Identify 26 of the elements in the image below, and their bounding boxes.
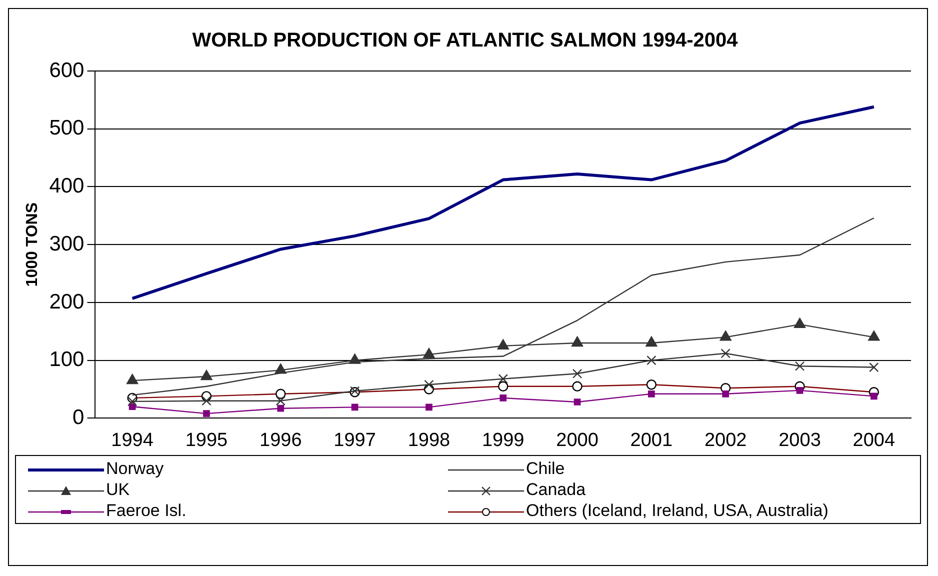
y-tick-label: 100 (49, 348, 84, 372)
y-tick-label: 200 (49, 290, 84, 314)
legend-label: Canada (526, 480, 586, 499)
x-tick-label: 2000 (556, 430, 598, 451)
y-tick-label: 500 (49, 116, 84, 140)
x-tick-label: 2004 (852, 430, 896, 451)
x-tick-label: 2001 (630, 430, 673, 451)
x-tick-label: 1997 (334, 430, 376, 451)
x-tick-label: 1995 (185, 430, 228, 451)
x-tick-label: 1999 (482, 430, 524, 451)
y-tick-label: 300 (49, 232, 84, 256)
y-tick-label: 600 (49, 58, 84, 82)
y-tick-label: 400 (49, 174, 84, 198)
x-tick-label: 1998 (408, 430, 450, 451)
y-tick-label: 0 (72, 406, 84, 429)
x-tick-label: 2003 (778, 430, 821, 451)
legend-label: Others (Iceland, Ireland, USA, Australia) (526, 501, 828, 520)
legend-label: UK (106, 480, 130, 499)
x-tick-label: 2002 (704, 430, 747, 451)
x-tick-label: 1996 (260, 430, 302, 451)
chart-title: WORLD PRODUCTION OF ATLANTIC SALMON 1994-2004 (192, 30, 739, 52)
legend-label: Faeroe Isl. (106, 501, 186, 520)
legend-label: Norway (106, 459, 164, 478)
x-tick-label: 1994 (111, 430, 154, 451)
legend-label: Chile (526, 459, 565, 478)
y-axis-title: 1000 TONS (24, 202, 42, 287)
